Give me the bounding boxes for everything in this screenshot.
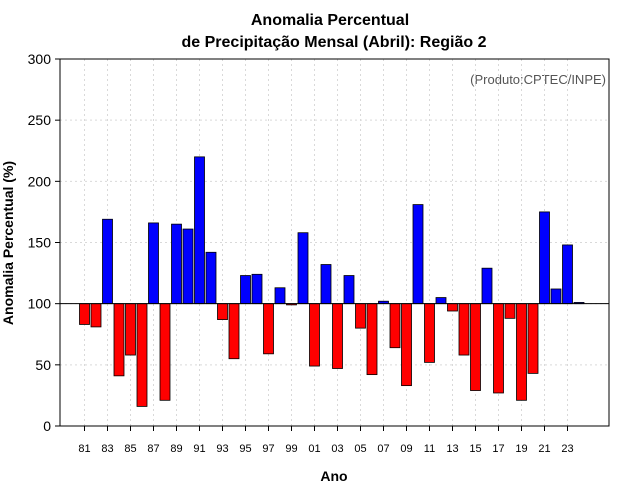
x-tick-label: 05 xyxy=(354,443,366,455)
bar-2019 xyxy=(516,303,527,401)
x-tick-label: 13 xyxy=(446,443,458,455)
bar-1988 xyxy=(159,303,171,401)
bar-1995 xyxy=(240,275,251,305)
chart-subtitle: de Precipitação Mensal (Abril): Região 2 xyxy=(182,34,487,51)
x-tick-label: 91 xyxy=(193,443,205,455)
y-tick-label: 250 xyxy=(28,112,52,128)
x-tick-label: 95 xyxy=(239,443,251,455)
bar-2016 xyxy=(481,267,493,305)
chart-title: Anomalia Percentual xyxy=(251,12,409,29)
bar-2020 xyxy=(527,303,539,374)
bar-2004 xyxy=(343,275,355,305)
bar-2011 xyxy=(424,303,435,363)
bar-1991 xyxy=(194,156,205,305)
y-tick-label: 100 xyxy=(28,296,52,312)
bar-1981 xyxy=(79,303,90,325)
bar-1998 xyxy=(274,287,286,305)
bar-2001 xyxy=(309,303,320,367)
x-tick-label: 23 xyxy=(561,443,573,455)
bar-1987 xyxy=(148,222,159,305)
bar-2000 xyxy=(297,232,309,305)
x-tick-label: 09 xyxy=(400,443,412,455)
bar-1993 xyxy=(217,303,228,320)
bars xyxy=(79,156,585,407)
y-tick-label: 300 xyxy=(28,51,52,67)
bar-1983 xyxy=(102,218,113,305)
bar-1994 xyxy=(228,303,240,360)
bar-2009 xyxy=(401,303,412,387)
bar-1984 xyxy=(113,303,125,377)
x-tick-label: 81 xyxy=(78,443,90,455)
x-tick-label: 01 xyxy=(308,443,320,455)
x-tick-label: 17 xyxy=(492,443,504,455)
bar-2021 xyxy=(539,211,550,305)
bar-2018 xyxy=(504,303,516,319)
y-tick-label: 0 xyxy=(43,418,51,434)
bar-2005 xyxy=(355,303,366,329)
bar-2010 xyxy=(412,204,424,305)
bar-2022 xyxy=(550,288,562,305)
x-tick-label: 97 xyxy=(262,443,274,455)
x-tick-label: 93 xyxy=(216,443,228,455)
bar-2017 xyxy=(493,303,504,394)
credit-text: (Produto:CPTEC/INPE) xyxy=(470,72,606,87)
y-axis-label: Anomalia Percentual (%) xyxy=(0,161,16,325)
bar-2002 xyxy=(320,264,332,305)
bar-2008 xyxy=(389,303,401,349)
bar-1992 xyxy=(205,251,217,305)
bar-2014 xyxy=(458,303,470,356)
x-tick-label: 85 xyxy=(124,443,136,455)
bar-2012 xyxy=(435,297,447,305)
x-tick-label: 11 xyxy=(424,443,435,455)
y-tick-label: 150 xyxy=(28,235,52,251)
bar-2003 xyxy=(332,303,343,369)
x-tick-label: 19 xyxy=(515,443,527,455)
x-tick-label: 89 xyxy=(170,443,182,455)
bar-1990 xyxy=(182,228,194,305)
bar-1997 xyxy=(263,303,274,355)
x-tick-label: 21 xyxy=(538,443,550,455)
y-tick-label: 50 xyxy=(35,357,51,373)
x-tick-label: 15 xyxy=(469,443,481,455)
x-tick-label: 87 xyxy=(147,443,159,455)
x-tick-label: 99 xyxy=(285,443,297,455)
y-tick-label: 200 xyxy=(28,173,52,189)
x-tick-label: 07 xyxy=(377,443,389,455)
bar-1986 xyxy=(136,303,148,407)
bar-1996 xyxy=(251,273,263,305)
bar-1989 xyxy=(171,223,182,305)
bar-1985 xyxy=(125,303,136,356)
x-tick-label: 83 xyxy=(101,443,113,455)
bar-1982 xyxy=(90,303,102,328)
bar-2013 xyxy=(447,303,458,312)
bar-2023 xyxy=(562,244,573,305)
x-axis-label: Ano xyxy=(320,468,347,484)
bar-2006 xyxy=(366,303,378,376)
x-tick-label: 03 xyxy=(331,443,343,455)
bar-2015 xyxy=(470,303,481,391)
